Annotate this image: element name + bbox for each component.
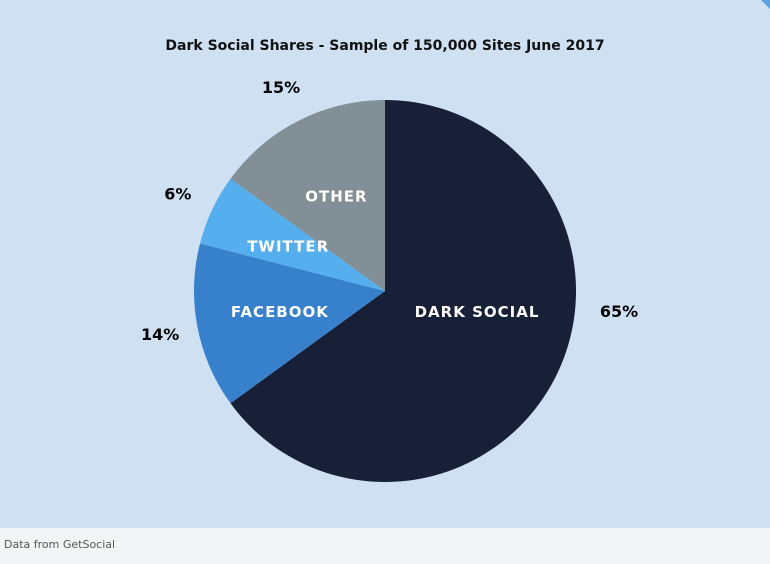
percent-label-twitter: 6% — [164, 185, 191, 204]
pie-slice-twitter — [200, 178, 385, 291]
percent-label-other: 15% — [262, 78, 300, 97]
chart-title: Dark Social Shares - Sample of 150,000 S… — [165, 38, 605, 54]
percent-label-dark-social: 65% — [600, 302, 638, 321]
pie-slice-other — [230, 100, 385, 291]
source-credit: Data from GetSocial — [4, 538, 116, 551]
corner-accent — [761, 0, 770, 9]
pie-chart: DARK SOCIAL 65% FACEBOOK 14% TWITTER 6% OTHER 1… — [141, 78, 638, 482]
pie-slice-dark-social — [230, 100, 577, 482]
slice-label-dark-social: DARK SOCIAL — [415, 303, 540, 321]
slice-label-twitter: TWITTER — [247, 238, 329, 256]
percent-label-facebook: 14% — [141, 325, 179, 344]
pie-slice-facebook — [193, 243, 385, 404]
slice-label-other: OTHER — [305, 188, 367, 206]
slice-label-facebook: FACEBOOK — [231, 303, 329, 321]
chart-panel: Dark Social Shares - Sample of 150,000 S… — [0, 0, 770, 528]
